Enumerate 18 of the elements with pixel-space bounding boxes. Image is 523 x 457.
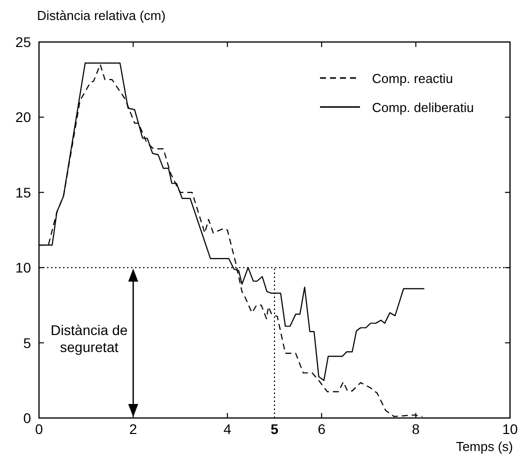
y-tick-label: 5 — [23, 334, 32, 351]
y-tick-label: 25 — [15, 34, 32, 50]
x-tick-label: 8 — [412, 421, 420, 437]
x-tick-label: 0 — [35, 421, 44, 437]
y-tick-label: 10 — [15, 260, 32, 276]
x-axis-title: Temps (s) — [456, 439, 513, 454]
y-tick-label: 15 — [15, 184, 32, 200]
x-tick-label: 2 — [129, 421, 138, 437]
y-tick-label: 20 — [15, 109, 32, 126]
legend-label: Comp. deliberatiu — [372, 100, 474, 115]
x-tick-label: 10 — [502, 421, 518, 437]
x-tick-label: 6 — [318, 421, 326, 437]
legend-label: Comp. reactiu — [372, 71, 453, 86]
y-tick-label: 0 — [23, 410, 32, 426]
annotation: Distància de seguretat — [50, 322, 128, 355]
y-axis-title: Distància relativa (cm) — [37, 8, 166, 23]
x-tick-label: 4 — [224, 421, 232, 437]
ref-line-label: 5 — [270, 421, 279, 437]
